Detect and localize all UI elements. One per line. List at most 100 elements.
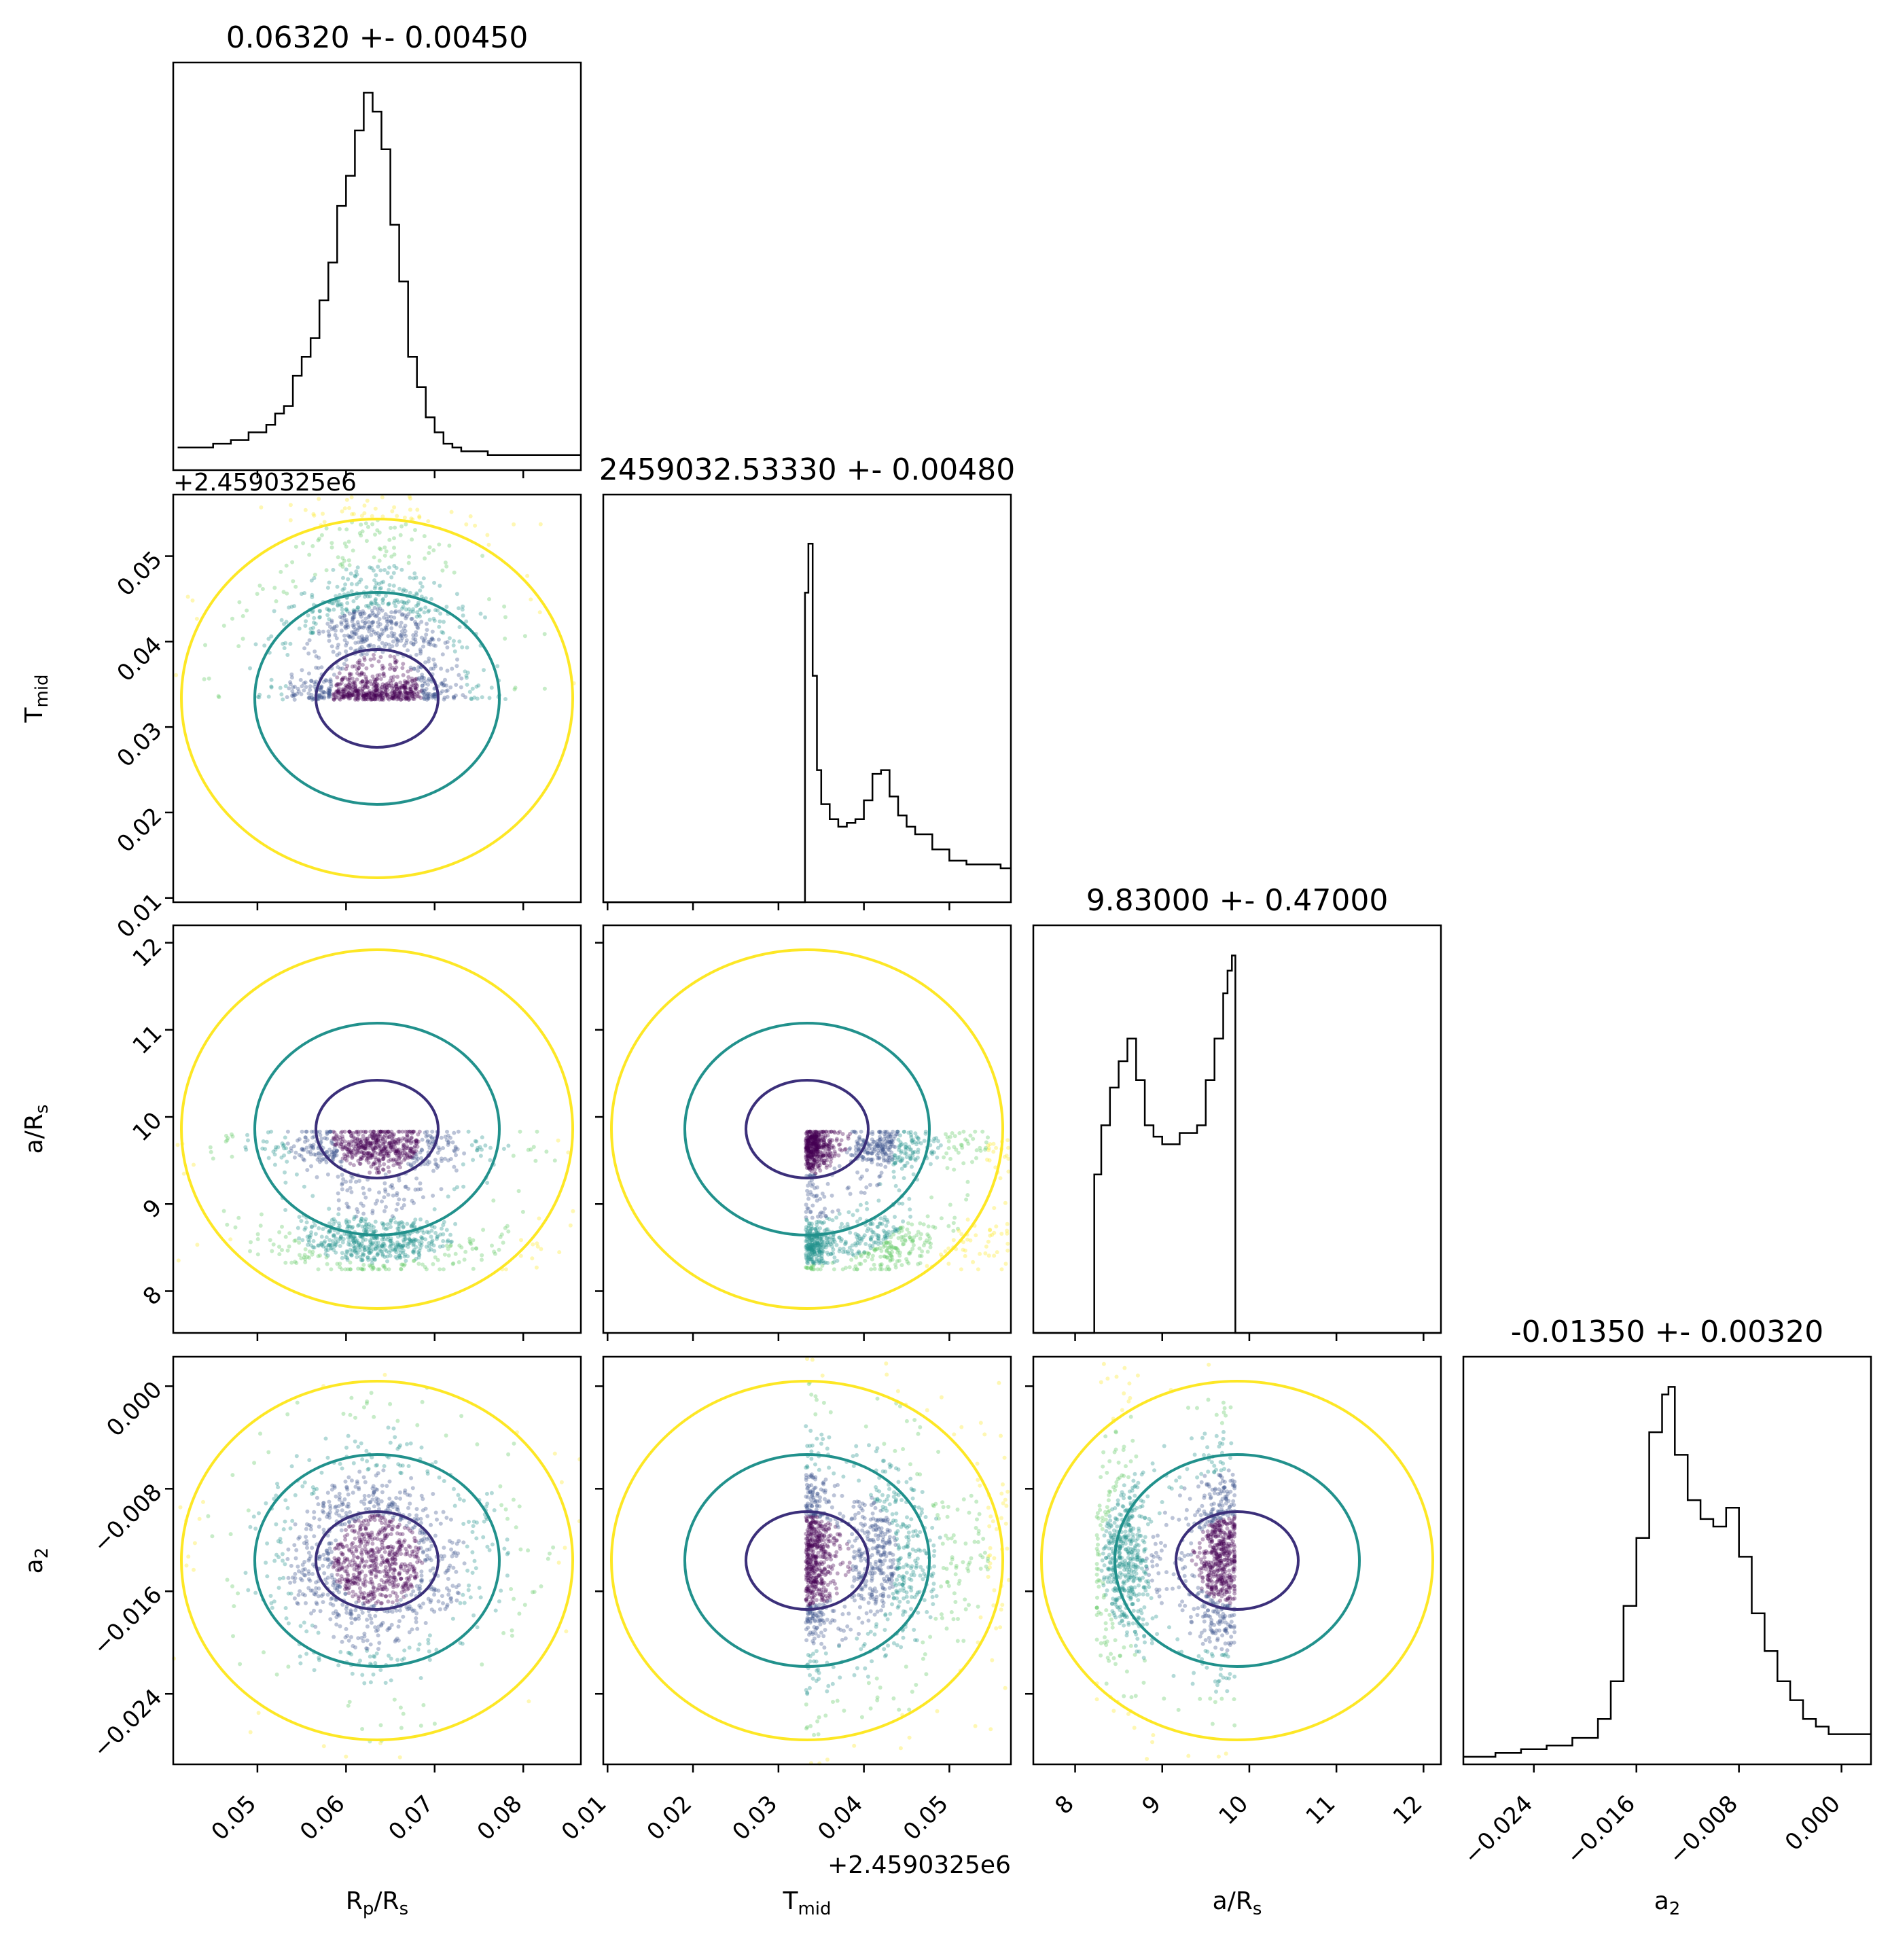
sample-point [992, 1206, 997, 1211]
sample-point [355, 677, 359, 682]
sample-point [478, 611, 483, 616]
sample-point [310, 1194, 315, 1198]
sample-point [304, 1652, 309, 1656]
scatter-tmid-rp [174, 494, 576, 702]
sample-point [255, 592, 260, 596]
sample-point [902, 1242, 906, 1247]
sample-point [846, 1134, 851, 1139]
sample-point [374, 688, 378, 692]
sample-point [389, 1239, 393, 1243]
sample-point [400, 696, 405, 701]
sample-point [460, 645, 465, 649]
sample-point [389, 681, 393, 685]
sample-point [352, 632, 357, 637]
sample-point [318, 1609, 323, 1614]
sample-point [433, 1158, 438, 1162]
sample-point [363, 1544, 368, 1548]
sample-point [916, 1147, 921, 1152]
sample-point [386, 634, 391, 639]
sample-point [959, 1143, 964, 1147]
sample-point [368, 1238, 372, 1243]
sample-point [402, 1648, 407, 1653]
sample-point [351, 693, 356, 698]
sample-point [487, 696, 492, 700]
sample-point [904, 1152, 909, 1156]
sample-point [357, 531, 362, 535]
sample-point [329, 644, 334, 649]
sample-point [336, 555, 340, 560]
sample-point [814, 1228, 819, 1233]
sample-point [332, 673, 336, 677]
sample-point [353, 1245, 357, 1249]
sample-point [307, 552, 312, 557]
sample-point [340, 1173, 344, 1177]
sample-point [248, 666, 252, 671]
sample-point [808, 1246, 813, 1251]
sample-point [405, 1154, 410, 1159]
sample-point [307, 696, 312, 700]
sample-point [282, 1153, 287, 1158]
sample-point [351, 599, 356, 603]
sample-point [321, 1510, 326, 1515]
sample-point [362, 503, 367, 508]
sample-point [830, 1209, 835, 1214]
sample-point [818, 1236, 823, 1241]
sample-point [283, 1208, 288, 1212]
sample-point [429, 666, 433, 671]
sample-point [342, 541, 347, 546]
sample-point [293, 1260, 298, 1264]
sample-point [425, 628, 429, 632]
sample-point [442, 620, 446, 624]
sample-point [899, 1158, 904, 1162]
sample-point [445, 645, 450, 649]
sample-point [270, 1605, 274, 1610]
sample-point [483, 615, 487, 620]
sample-point [385, 696, 390, 700]
sample-point [184, 1563, 189, 1568]
sample-point [410, 693, 414, 698]
sample-point [805, 1266, 810, 1270]
sample-point [317, 688, 322, 692]
sample-point [304, 619, 308, 624]
sample-point [457, 1260, 461, 1264]
sample-point [348, 1186, 353, 1190]
sample-point [327, 1499, 332, 1504]
sample-point [374, 688, 378, 693]
sample-point [832, 1267, 836, 1272]
sample-point [344, 641, 349, 645]
sample-point [865, 1168, 869, 1173]
sample-point [378, 693, 383, 698]
sample-point [445, 694, 450, 699]
sample-point [829, 1251, 834, 1256]
sample-point [359, 671, 364, 675]
sample-point [354, 632, 359, 637]
sample-point [289, 1464, 294, 1469]
sample-point [344, 1544, 349, 1548]
sample-point [320, 1243, 325, 1247]
sample-point [398, 624, 403, 628]
sample-point [834, 1243, 839, 1247]
sample-point [369, 1391, 374, 1395]
sample-point [409, 1476, 414, 1480]
sample-point [374, 683, 378, 688]
sample-point [407, 1630, 412, 1635]
sample-point [497, 1247, 501, 1252]
sample-point [911, 1243, 916, 1247]
sample-point [410, 537, 414, 542]
sample-point [353, 1608, 358, 1613]
sample-point [878, 1254, 883, 1259]
sample-point [371, 568, 376, 573]
sample-point [248, 1730, 253, 1734]
sample-point [410, 690, 415, 695]
sample-point [952, 1215, 957, 1220]
sample-point [858, 1216, 863, 1221]
sample-point [445, 1603, 450, 1607]
sample-point [911, 1172, 916, 1177]
sample-point [412, 666, 416, 671]
sample-point [336, 643, 340, 647]
sample-point [414, 592, 419, 596]
sample-point [329, 679, 334, 683]
sample-point [334, 624, 339, 628]
sample-point [201, 1499, 205, 1504]
